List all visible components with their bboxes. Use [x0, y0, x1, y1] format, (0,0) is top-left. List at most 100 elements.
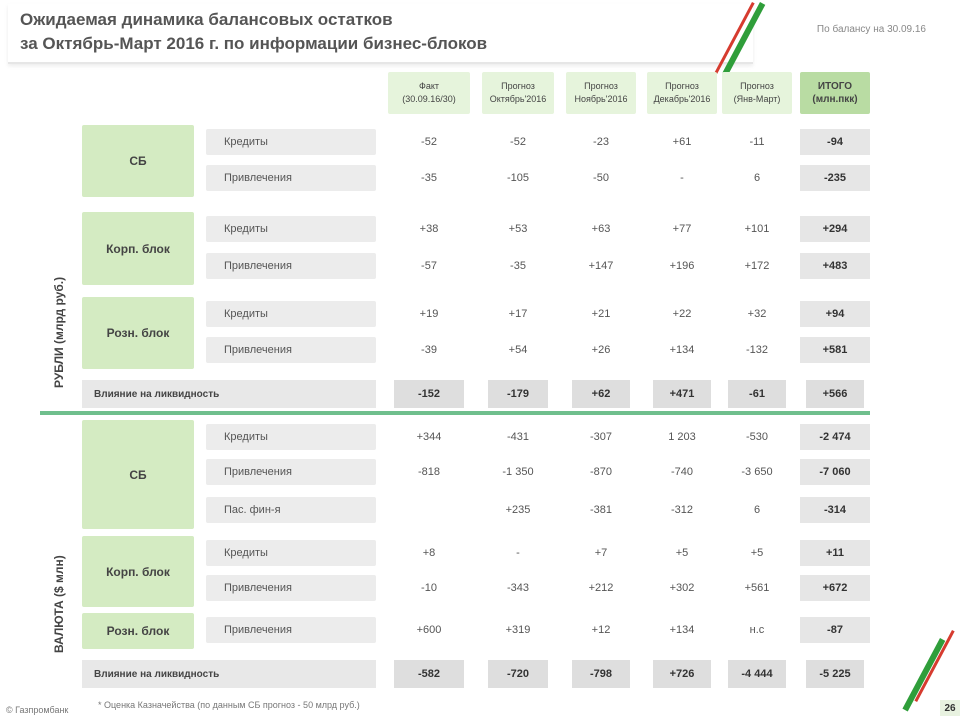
- value-cell: +319: [505, 624, 531, 636]
- value-cell: +19: [419, 308, 439, 320]
- column-header: Факт (30.09.16/30): [388, 72, 470, 114]
- row-label: Привлечения: [206, 337, 376, 363]
- group-label: Корп. блок: [82, 536, 194, 607]
- value-cell: -57: [421, 260, 437, 272]
- value-cell: +134: [669, 344, 695, 356]
- value-cell: +12: [591, 624, 611, 636]
- footnote: * Оценка Казначейства (по данным СБ прог…: [98, 700, 360, 710]
- section-divider: [40, 411, 870, 415]
- value-cell: +22: [672, 308, 692, 320]
- column-header-line1: Прогноз: [665, 81, 699, 91]
- page-number: 26: [940, 700, 960, 716]
- value-cell: +561: [744, 582, 770, 594]
- summary-value: -61: [728, 380, 786, 408]
- column-header-line1: Прогноз: [584, 81, 618, 91]
- summary-value: -798: [572, 660, 630, 688]
- row-label: Привлечения: [206, 575, 376, 601]
- value-cell: +134: [669, 624, 695, 636]
- summary-value: +726: [653, 660, 711, 688]
- footer-left: © Газпромбанк: [6, 705, 69, 715]
- value-cell: -11: [749, 136, 765, 148]
- summary-value: +471: [653, 380, 711, 408]
- value-cell: -431: [506, 431, 530, 443]
- summary-value: -5 225: [806, 660, 864, 688]
- value-cell: -2 474: [800, 424, 870, 450]
- summary-value: +62: [572, 380, 630, 408]
- column-header-line1: Прогноз: [501, 81, 535, 91]
- group-label: Розн. блок: [82, 613, 194, 649]
- value-cell: -105: [506, 172, 530, 184]
- row-label: Привлечения: [206, 253, 376, 279]
- column-header-line2: Декабрь'2016: [653, 94, 711, 104]
- value-cell: +5: [675, 547, 689, 559]
- column-header: Прогноз Ноябрь'2016: [566, 72, 636, 114]
- page-title: Ожидаемая динамика балансовых остатков з…: [20, 8, 720, 56]
- value-cell: +53: [508, 223, 528, 235]
- value-cell: 6: [753, 504, 761, 516]
- value-cell: -10: [421, 582, 437, 594]
- value-cell: -50: [593, 172, 609, 184]
- column-header-line1: ИТОГО: [817, 81, 853, 92]
- summary-value: -4 444: [728, 660, 786, 688]
- value-cell: -1 350: [502, 466, 534, 478]
- summary-label: Влияние на ликвидность: [82, 660, 376, 688]
- row-label: Привлечения: [206, 165, 376, 191]
- column-header-line1: Прогноз: [740, 81, 774, 91]
- title-box: [8, 4, 753, 64]
- group-label: СБ: [82, 420, 194, 529]
- accent-red-slash-bottom: [914, 630, 955, 703]
- value-cell: +483: [800, 253, 870, 279]
- value-cell: -: [516, 547, 520, 559]
- column-header: Прогноз Декабрь'2016: [647, 72, 717, 114]
- value-cell: 1 203: [668, 431, 696, 443]
- value-cell: +294: [800, 216, 870, 242]
- column-header: Прогноз (Янв-Март): [722, 72, 792, 114]
- value-cell: +54: [508, 344, 528, 356]
- value-cell: -87: [800, 617, 870, 643]
- value-cell: +302: [669, 582, 695, 594]
- value-cell: -94: [800, 129, 870, 155]
- value-cell: +172: [744, 260, 770, 272]
- value-cell: -39: [421, 344, 437, 356]
- date-note: По балансу на 30.09.16: [816, 24, 926, 35]
- column-header-line2: (30.09.16/30): [402, 94, 456, 104]
- value-cell: -343: [506, 582, 530, 594]
- group-label: Корп. блок: [82, 212, 194, 285]
- summary-value: -582: [394, 660, 464, 688]
- column-header-line2: Октябрь'2016: [489, 94, 547, 104]
- row-label: Кредиты: [206, 424, 376, 450]
- value-cell: -35: [421, 172, 437, 184]
- summary-value: -152: [394, 380, 464, 408]
- value-cell: -: [680, 172, 684, 184]
- value-cell: +5: [750, 547, 764, 559]
- value-cell: -132: [745, 344, 769, 356]
- row-label: Кредиты: [206, 301, 376, 327]
- summary-value: +566: [806, 380, 864, 408]
- value-cell: +17: [508, 308, 528, 320]
- value-cell: +63: [591, 223, 611, 235]
- title-line-2: за Октябрь-Март 2016 г. по информации би…: [20, 34, 488, 53]
- value-cell: [388, 497, 470, 523]
- value-cell: +38: [419, 223, 439, 235]
- column-header: ИТОГО (млн.пкк): [800, 72, 870, 114]
- value-cell: +101: [744, 223, 770, 235]
- value-cell: -35: [510, 260, 526, 272]
- value-cell: +344: [416, 431, 442, 443]
- value-cell: -23: [593, 136, 609, 148]
- column-header-line2: Ноябрь'2016: [574, 94, 628, 104]
- section-title-rub: РУБЛИ (млрд руб.): [52, 276, 66, 388]
- column-header-line1: Факт: [418, 81, 439, 91]
- value-cell: +11: [800, 540, 870, 566]
- column-header: Прогноз Октябрь'2016: [482, 72, 554, 114]
- value-cell: +212: [588, 582, 614, 594]
- value-cell: +32: [747, 308, 767, 320]
- row-label: Кредиты: [206, 540, 376, 566]
- row-label: Привлечения: [206, 459, 376, 485]
- group-label: СБ: [82, 125, 194, 197]
- value-cell: +77: [672, 223, 692, 235]
- row-label: Кредиты: [206, 129, 376, 155]
- value-cell: -870: [589, 466, 613, 478]
- row-label: Кредиты: [206, 216, 376, 242]
- value-cell: -314: [800, 497, 870, 523]
- value-cell: -530: [745, 431, 769, 443]
